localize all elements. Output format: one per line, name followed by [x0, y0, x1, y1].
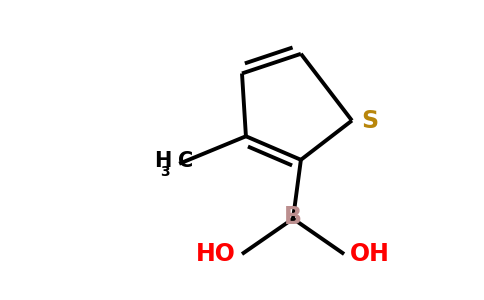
Text: 3: 3	[160, 165, 169, 179]
Text: OH: OH	[350, 242, 390, 266]
Text: H: H	[154, 151, 171, 171]
Text: HO: HO	[196, 242, 236, 266]
Text: S: S	[362, 109, 379, 133]
Text: C: C	[178, 151, 193, 171]
Text: B: B	[284, 205, 302, 229]
